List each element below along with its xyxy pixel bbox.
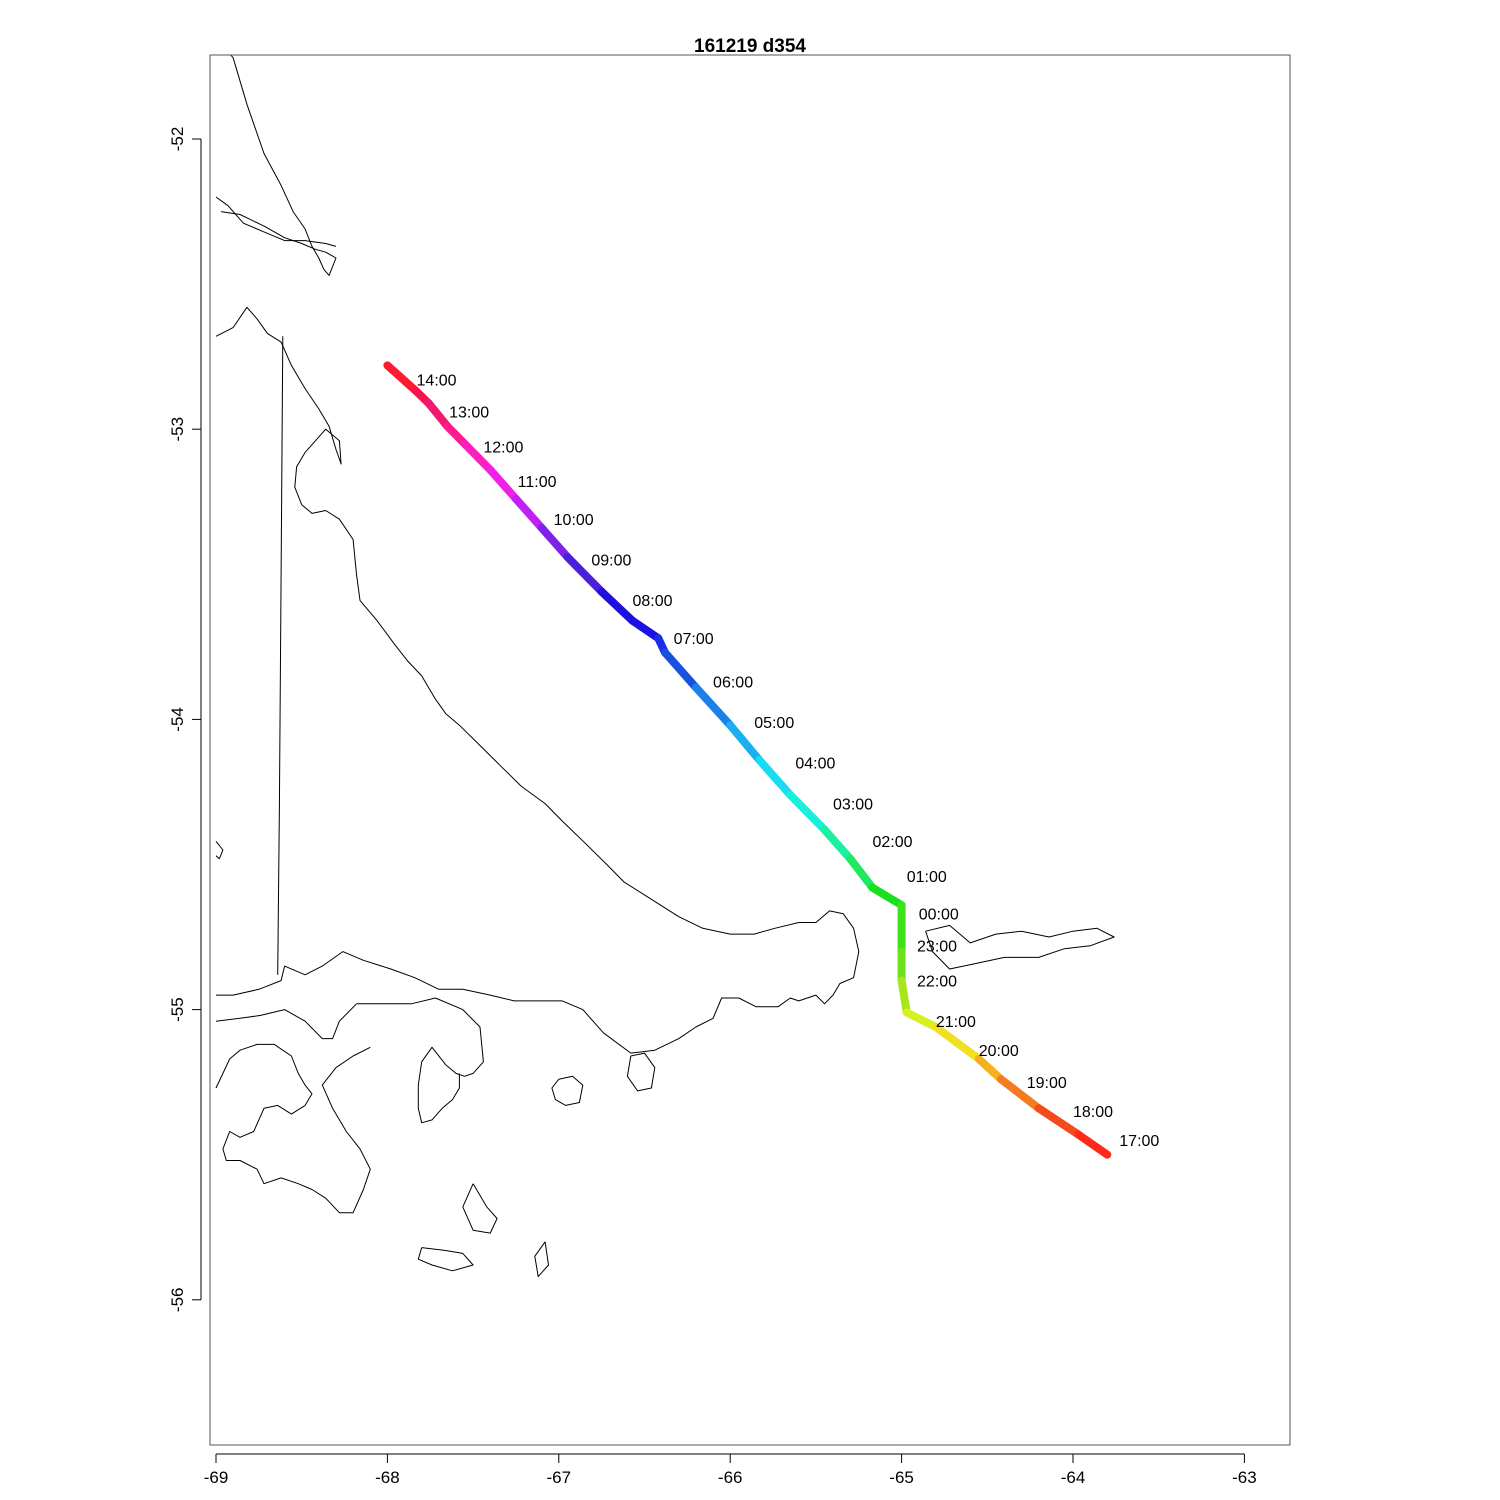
- time-label: 06:00: [713, 674, 753, 691]
- track-segment: [1074, 1130, 1112, 1159]
- coastline-segment: [215, 1043, 371, 1214]
- track-segment: [902, 1008, 940, 1032]
- time-label: 20:00: [979, 1043, 1019, 1060]
- track-segment: [974, 1054, 1006, 1084]
- time-label: 02:00: [872, 834, 912, 851]
- time-label: 22:00: [917, 973, 957, 990]
- time-label: 12:00: [483, 439, 523, 456]
- y-tick-label: -54: [168, 707, 187, 732]
- y-tick-label: -56: [168, 1288, 187, 1313]
- coastline-segment: [221, 55, 337, 276]
- time-label: 13:00: [449, 405, 489, 422]
- coastline-segment: [534, 1241, 549, 1278]
- track-segment: [383, 361, 421, 396]
- track-segment: [820, 825, 855, 863]
- time-label: 00:00: [919, 907, 959, 924]
- track-segment: [511, 494, 546, 532]
- time-label: 03:00: [833, 796, 873, 813]
- track-segment: [846, 854, 877, 892]
- track-segment: [786, 790, 829, 834]
- time-label: 10:00: [554, 512, 594, 529]
- track-segment: [755, 756, 795, 799]
- track-segment: [460, 439, 495, 474]
- time-label: 04:00: [795, 756, 835, 773]
- x-tick-label: -69: [204, 1468, 229, 1487]
- x-tick-label: -66: [718, 1468, 743, 1487]
- time-label: 21:00: [936, 1014, 976, 1031]
- coastline-segment: [277, 336, 284, 975]
- coastline-segment: [462, 1183, 498, 1234]
- track-segment: [931, 1023, 983, 1063]
- x-axis: -69 -68 -67 -66 -65 -64 -63: [204, 1453, 1257, 1487]
- track-segment: [628, 616, 663, 643]
- y-tick-label: -52: [168, 127, 187, 152]
- time-label: 14:00: [417, 373, 457, 390]
- track-segment: [868, 883, 906, 910]
- track-segment: [1034, 1104, 1083, 1139]
- y-axis: -52 -53 -54 -55 -56: [168, 127, 202, 1313]
- time-label: 18:00: [1073, 1104, 1113, 1121]
- time-label: 07:00: [674, 631, 714, 648]
- track-segment: [597, 587, 637, 625]
- time-label: 23:00: [917, 939, 957, 956]
- track-segment: [563, 552, 606, 596]
- plot-frame: [209, 54, 1291, 1446]
- track-segment: [726, 721, 764, 765]
- x-tick-label: -67: [547, 1468, 572, 1487]
- track-segment: [897, 976, 911, 1017]
- x-tick-label: -68: [375, 1468, 400, 1487]
- map-title: 161219 d354: [694, 36, 806, 57]
- coastline-segment: [215, 196, 337, 247]
- time-label: 17:00: [1119, 1133, 1159, 1150]
- coastline-segment: [626, 1052, 656, 1092]
- track-layer: [383, 361, 1112, 1159]
- time-label: 19:00: [1027, 1075, 1067, 1092]
- track-segment: [443, 422, 469, 448]
- x-tick-label: -63: [1232, 1468, 1257, 1487]
- time-label: 05:00: [754, 715, 794, 732]
- coastline-segment: [215, 840, 224, 860]
- y-tick-label: -55: [168, 997, 187, 1022]
- coastline-segment: [417, 1247, 474, 1272]
- coastline-segment: [925, 924, 1115, 970]
- track-segment: [661, 648, 700, 692]
- time-label: 09:00: [591, 553, 631, 570]
- coastline-segment: [551, 1075, 584, 1106]
- x-tick-label: -65: [889, 1468, 914, 1487]
- track-segment: [424, 399, 452, 431]
- coastline-segment: [215, 306, 860, 1054]
- time-label-layer: 14:00 13:00 12:00 11:00 10:00 09:00 08:00 07:00…: [417, 373, 1160, 1150]
- track-segment: [486, 465, 520, 503]
- track-segment: [537, 523, 572, 561]
- time-label: 01:00: [907, 869, 947, 886]
- coastline-layer: [215, 55, 1115, 1278]
- time-label: 11:00: [518, 474, 557, 491]
- track-segment: [997, 1075, 1043, 1113]
- x-tick-label: -64: [1061, 1468, 1086, 1487]
- y-tick-label: -53: [168, 417, 187, 442]
- time-label: 08:00: [633, 593, 673, 610]
- track-segment: [691, 683, 735, 730]
- coastline-segment: [215, 997, 484, 1124]
